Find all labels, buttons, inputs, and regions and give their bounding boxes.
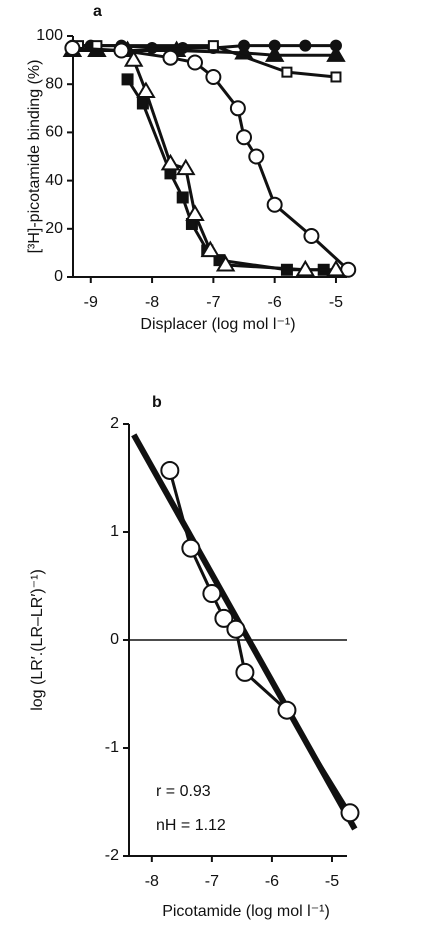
data-point [326, 259, 346, 277]
data-point [215, 254, 236, 272]
data-point [176, 191, 189, 204]
y-axis-label: [³H]-picotamide binding (%) [26, 60, 43, 254]
data-point [248, 148, 265, 165]
data-point [64, 40, 81, 57]
data-point [200, 240, 221, 258]
annotation: r = 0.93 [156, 783, 211, 800]
data-point [214, 608, 234, 628]
data-point [299, 39, 312, 52]
data-point [160, 460, 180, 480]
data-point [202, 584, 222, 604]
y-tick-label: 40 [45, 172, 63, 189]
x-tick-label: -7 [205, 873, 219, 890]
series-line [168, 470, 352, 814]
data-point [264, 45, 285, 62]
data-point [123, 50, 144, 67]
data-point [330, 71, 342, 83]
data-point [185, 204, 205, 221]
x-tick-label: -6 [268, 294, 282, 311]
panel-label: b [152, 394, 162, 411]
x-tick-label: -8 [145, 294, 159, 311]
x-axis-label: Picotamide (log mol l⁻¹) [162, 903, 330, 920]
data-point [226, 619, 246, 639]
y-tick-label: 100 [36, 27, 63, 44]
data-point [326, 45, 346, 62]
y-tick-label: 2 [110, 415, 119, 432]
x-tick-label: -8 [145, 873, 159, 890]
data-point [303, 228, 320, 245]
x-axis-label: Displacer (log mol l⁻¹) [140, 316, 295, 333]
y-tick-label: 1 [110, 523, 119, 540]
data-point [162, 49, 179, 66]
data-point [295, 259, 316, 277]
data-point [207, 40, 219, 52]
data-point [186, 54, 203, 71]
x-tick-label: -5 [325, 873, 339, 890]
panel-label: a [93, 3, 102, 20]
annotation: nH = 1.12 [156, 817, 226, 834]
y-tick-label: 20 [45, 220, 63, 237]
data-point [160, 153, 181, 171]
y-tick-label: 0 [54, 268, 63, 285]
y-tick-label: -2 [105, 847, 119, 864]
y-tick-label: 80 [45, 75, 63, 92]
data-point [205, 68, 222, 85]
y-tick-label: 0 [110, 631, 119, 648]
series-line [126, 78, 324, 272]
data-point [277, 700, 297, 720]
x-tick-label: -5 [329, 294, 343, 311]
y-tick-label: -1 [105, 739, 119, 756]
y-axis-label: log (LR′.(LR–LR′)⁻¹) [29, 569, 46, 711]
x-tick-label: -6 [265, 873, 279, 890]
data-point [266, 196, 283, 213]
data-point [281, 66, 293, 78]
data-point [136, 97, 149, 110]
data-point [236, 129, 253, 146]
x-tick-label: -9 [84, 294, 98, 311]
x-tick-label: -7 [206, 294, 220, 311]
y-tick-label: 60 [45, 124, 63, 141]
data-point [235, 662, 255, 682]
data-point [176, 158, 196, 176]
data-point [181, 538, 201, 558]
data-point [113, 42, 130, 59]
data-point [229, 100, 246, 117]
data-point [121, 73, 134, 86]
data-point [340, 803, 360, 823]
data-point [136, 81, 156, 99]
